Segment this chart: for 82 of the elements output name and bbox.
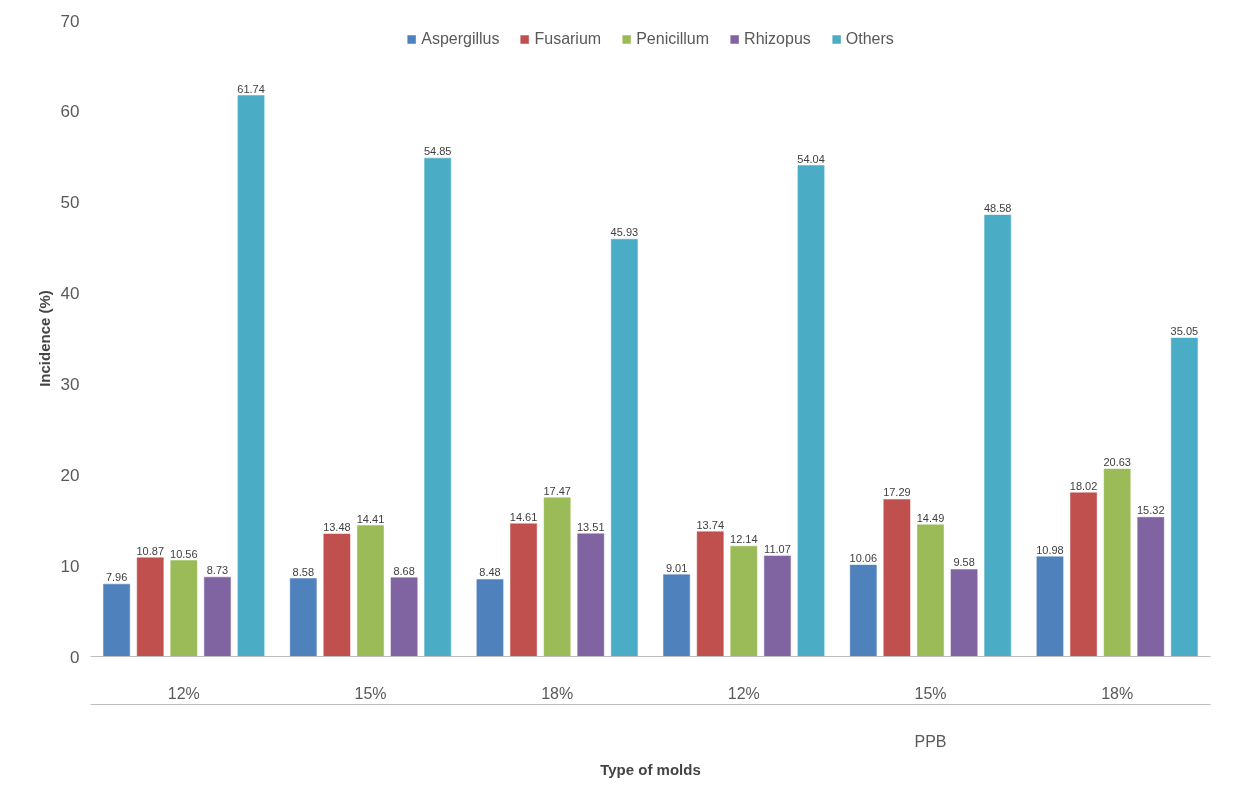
y-tick-label: 20 [60,465,80,485]
bar [1070,492,1097,657]
bar [730,545,758,657]
y-tick-label: 30 [60,374,80,394]
data-label: 15.32 [1137,504,1165,517]
bar [611,238,638,657]
data-label: 13.48 [323,521,351,534]
bar [883,499,911,657]
data-label: 17.47 [543,484,571,497]
data-label: 8.58 [292,565,315,578]
x-tick-label: 12% [167,684,200,702]
data-label: 13.74 [696,518,724,531]
y-tick-label: 40 [60,284,80,304]
data-label: 7.96 [105,571,128,584]
bar [950,569,978,657]
bar [476,579,504,657]
data-label: 9.01 [665,561,688,574]
data-label: 20.63 [1103,456,1131,469]
bar [849,564,877,657]
data-label: 14.49 [916,511,945,524]
data-label: 14.61 [509,510,538,523]
y-tick-label: 70 [60,11,80,31]
data-label: 54.04 [797,152,825,165]
data-label: 48.58 [983,202,1012,215]
bar [170,560,198,657]
x-tick-label: 15% [914,684,947,702]
bar [984,214,1012,657]
legend-label: Fusarium [534,30,602,48]
bar [204,576,231,657]
data-label: 13.51 [577,520,605,533]
bar [103,583,130,657]
bar [136,557,164,657]
bar [1137,517,1165,657]
data-label: 10.06 [849,552,878,565]
bar [1103,468,1131,657]
bar [577,533,605,657]
data-label: 10.56 [170,547,198,560]
data-label: 45.93 [610,226,639,239]
legend-label: Rhizopus [744,30,811,48]
y-tick-label: 50 [60,193,80,213]
bar [510,523,537,657]
bar [237,95,265,657]
bar [797,165,825,657]
y-tick-label: 10 [60,556,80,576]
data-label: 61.74 [237,82,265,95]
x-tick-label: 18% [541,684,574,702]
legend-label: Aspergillus [421,30,500,48]
data-label: 10.87 [136,544,164,557]
data-label: 8.48 [479,566,501,579]
bar [289,578,317,657]
bar [764,555,791,657]
data-label: 12.14 [730,533,758,546]
data-label: 11.07 [764,542,791,555]
bar [390,577,418,657]
x-axis-title: Type of molds [600,760,701,778]
legend-label: Others [845,30,894,48]
data-label: 18.02 [1069,479,1098,492]
legend-label: Penicillum [636,30,710,48]
bar [1171,337,1198,657]
data-label: 9.58 [953,556,975,569]
bar [357,525,384,657]
data-label: 10.98 [1036,543,1064,556]
data-label: 54.85 [423,145,452,158]
bar [543,497,571,657]
bar [663,574,690,657]
x-tick-label: 15% [354,684,387,702]
data-label: 35.05 [1170,325,1199,338]
data-label: 8.73 [206,564,229,577]
bar [323,533,351,657]
bar [1036,556,1064,657]
data-label: 17.29 [883,486,911,499]
bar [696,531,724,657]
data-label: 8.68 [393,564,415,577]
bar [424,157,452,657]
x-tick-label: 12% [727,684,760,702]
text: PPB [914,732,947,750]
y-tick-label: 0 [70,647,80,667]
bar [917,524,944,657]
y-axis-title: Incidence (%) [35,290,53,387]
data-label: 14.41 [356,512,385,525]
x-tick-label: 18% [1101,684,1134,702]
y-tick-label: 60 [60,102,80,122]
